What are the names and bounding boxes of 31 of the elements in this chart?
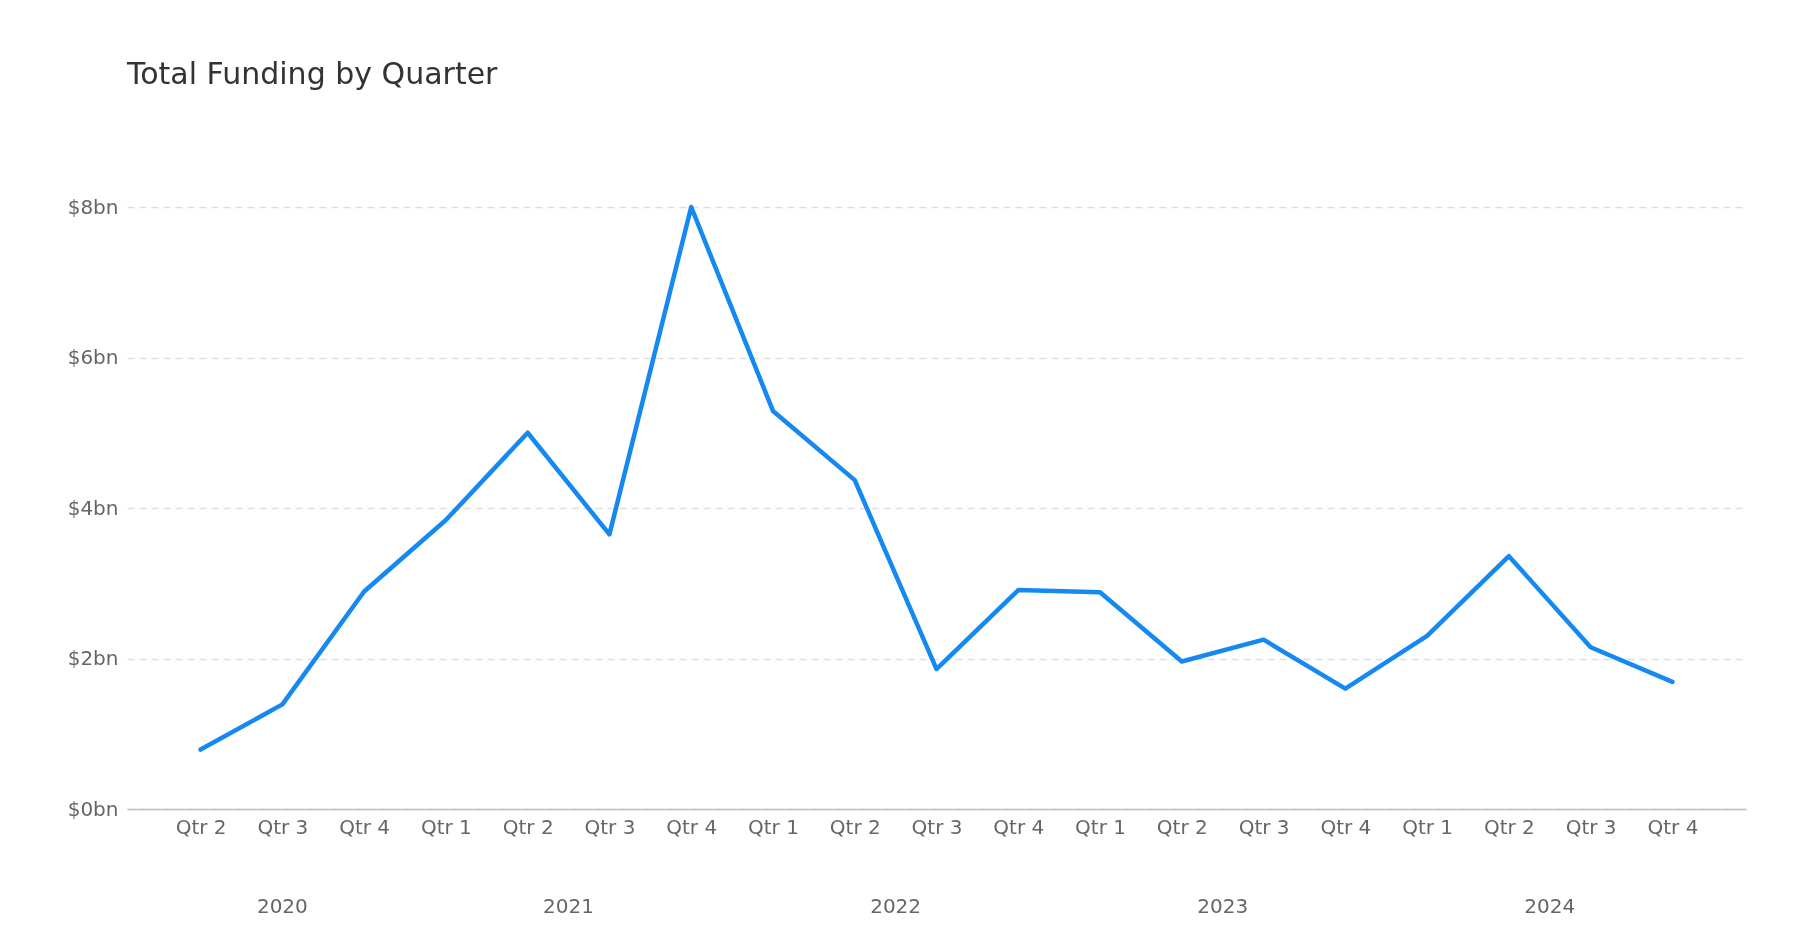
x-tick-label: Qtr 3 <box>1238 814 1290 839</box>
x-tick-label: Qtr 3 <box>1565 814 1617 839</box>
text: 2020 <box>256 894 308 918</box>
chart-title: Total Funding by Quarter <box>126 56 499 91</box>
x-tick-label: Qtr 2 <box>1483 814 1535 839</box>
x-tick-label: Qtr 4 <box>1320 814 1372 839</box>
y-tick-label: $0bn <box>67 796 119 821</box>
y-tick-label: $8bn <box>67 194 119 219</box>
x-tick-label: Qtr 1 <box>420 814 472 839</box>
y-tick-label: $4bn <box>67 495 119 520</box>
x-tick-label: Qtr 2 <box>829 814 881 839</box>
x-tick-label: Qtr 4 <box>339 814 391 839</box>
x-tick-label: Qtr 4 <box>666 814 718 839</box>
text: 2022 <box>870 894 922 918</box>
text: 2021 <box>543 894 594 918</box>
x-tick-label: Qtr 4 <box>1647 814 1699 839</box>
x-tick-label: Qtr 2 <box>502 814 554 839</box>
x-tick-label: Qtr 2 <box>1156 814 1208 839</box>
x-tick-label: Qtr 3 <box>257 814 309 839</box>
line-series <box>198 204 1675 752</box>
x-tick-label: Qtr 1 <box>748 814 799 839</box>
x-tick-label: Qtr 4 <box>993 814 1045 839</box>
x-tick-label: Qtr 3 <box>584 814 636 839</box>
x-tick-label: Qtr 1 <box>1075 814 1126 839</box>
y-tick-label: $6bn <box>67 345 119 369</box>
y-tick-label: $2bn <box>67 646 119 670</box>
x-tick-label: Qtr 2 <box>175 814 227 839</box>
x-tick-label: Qtr 3 <box>911 814 963 839</box>
x-tick-label: Qtr 1 <box>1402 814 1454 839</box>
text: 2024 <box>1524 894 1576 918</box>
text: 2023 <box>1197 894 1249 918</box>
